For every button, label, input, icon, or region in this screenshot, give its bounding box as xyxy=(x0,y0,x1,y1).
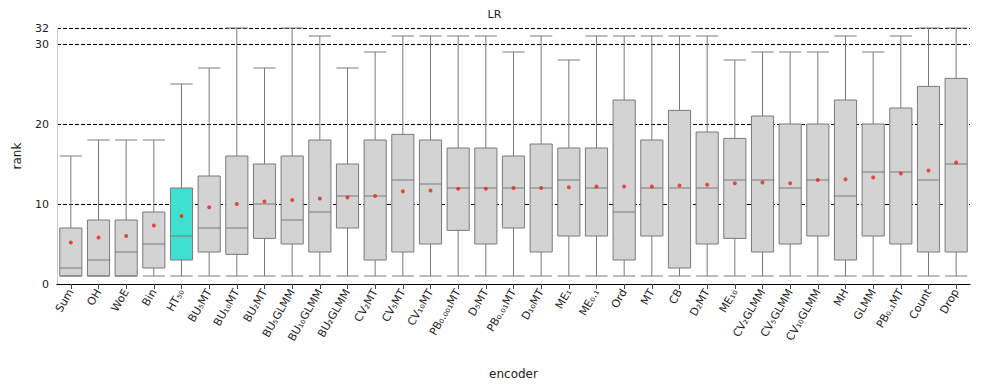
svg-text:Sum: Sum xyxy=(53,287,77,315)
svg-text:encoder: encoder xyxy=(489,367,538,381)
svg-text:ME₁₀: ME₁₀ xyxy=(717,286,741,315)
svg-text:Ord: Ord xyxy=(609,287,630,311)
svg-text:PB₀.₁MT: PB₀.₁MT xyxy=(874,287,907,331)
svg-text:BU₅MT: BU₅MT xyxy=(185,287,214,325)
svg-text:ME₁: ME₁ xyxy=(553,287,575,312)
svg-text:30: 30 xyxy=(35,38,49,51)
svg-text:rank: rank xyxy=(10,143,24,170)
svg-text:10: 10 xyxy=(35,198,49,211)
svg-text:PB₀.₀₀₁MT: PB₀.₀₀₁MT xyxy=(427,286,464,337)
svg-text:Count: Count xyxy=(907,286,935,321)
svg-text:GLMM: GLMM xyxy=(851,287,879,323)
svg-text:CV₂MT: CV₂MT xyxy=(352,287,381,325)
svg-text:BU₅GLMM: BU₅GLMM xyxy=(259,286,298,340)
svg-text:CB: CB xyxy=(666,287,685,307)
svg-text:WoE: WoE xyxy=(109,287,132,314)
svg-text:CV₅GLMM: CV₅GLMM xyxy=(757,286,796,340)
svg-text:OH: OH xyxy=(84,287,104,308)
svg-text:20: 20 xyxy=(35,118,49,131)
svg-text:CV₁₀MT: CV₁₀MT xyxy=(404,286,437,329)
svg-text:BU₂GLMM: BU₂GLMM xyxy=(315,287,353,340)
svg-text:BU₂MT: BU₂MT xyxy=(241,287,270,325)
svg-text:CV₅MT: CV₅MT xyxy=(379,287,408,325)
svg-text:PB₀.₀₁MT: PB₀.₀₁MT xyxy=(484,287,519,334)
svg-text:D₅MT: D₅MT xyxy=(466,287,492,319)
svg-text:0: 0 xyxy=(42,278,49,291)
svg-text:Bin: Bin xyxy=(139,287,159,309)
svg-text:HT₅₀: HT₅₀ xyxy=(164,286,187,314)
svg-text:MH: MH xyxy=(831,287,851,309)
svg-text:D₂MT: D₂MT xyxy=(687,287,713,319)
svg-text:Drop: Drop xyxy=(937,287,961,316)
svg-text:LR: LR xyxy=(488,8,502,21)
svg-text:D₁₀MT: D₁₀MT xyxy=(519,286,547,322)
svg-text:CV₂GLMM: CV₂GLMM xyxy=(730,286,769,340)
svg-text:BU₁₀GLMM: BU₁₀GLMM xyxy=(285,286,326,344)
svg-text:ME₀.₁: ME₀.₁ xyxy=(577,287,603,318)
svg-text:BU₁₀MT: BU₁₀MT xyxy=(211,287,243,329)
svg-text:32: 32 xyxy=(35,22,49,35)
svg-text:MT: MT xyxy=(638,286,657,307)
svg-text:CV₁₀GLMM: CV₁₀GLMM xyxy=(783,287,823,343)
